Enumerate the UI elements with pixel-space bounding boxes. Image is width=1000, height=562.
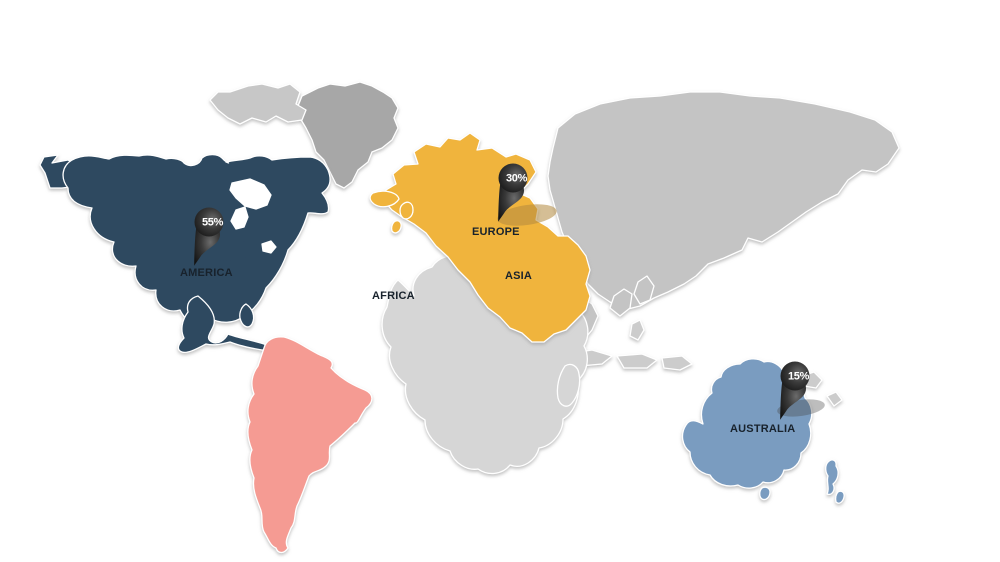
svg-text:AFRICA: AFRICA [372,290,415,302]
svg-text:15%: 15% [788,371,810,383]
svg-text:ASIA: ASIA [505,270,532,282]
svg-text:55%: 55% [202,217,224,229]
svg-text:AUSTRALIA: AUSTRALIA [730,423,795,435]
svg-text:EUROPE: EUROPE [472,226,520,238]
svg-text:AMERICA: AMERICA [180,267,233,279]
svg-text:30%: 30% [506,173,528,185]
